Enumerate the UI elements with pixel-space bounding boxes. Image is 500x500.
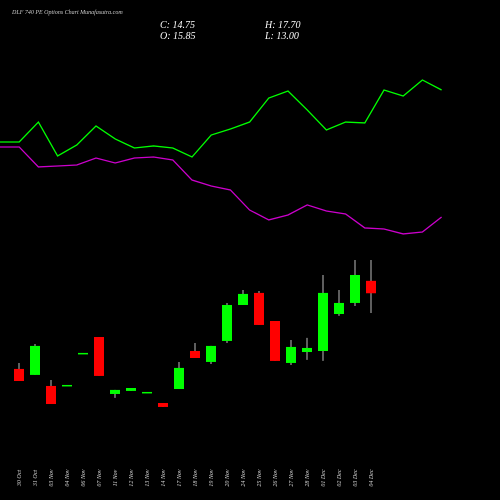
x-tick-label: 17 Nov: [177, 469, 183, 487]
x-tick-label: 13 Nov: [145, 469, 151, 487]
candle-body: [46, 385, 56, 405]
candle-body: [350, 274, 360, 303]
x-tick-label: 03 Dec: [353, 469, 359, 486]
candle-body: [62, 384, 72, 387]
candle-body: [366, 280, 376, 294]
x-tick-label: 19 Nov: [209, 469, 215, 487]
x-tick-label: 04 Nov: [64, 469, 71, 487]
candle-body: [94, 337, 104, 376]
high-label: H: 17.70: [264, 20, 301, 31]
candle-body: [78, 352, 88, 355]
x-tick-label: 11 Nov: [113, 469, 119, 486]
candle-body: [222, 304, 232, 341]
x-tick-label: 14 Nov: [160, 469, 167, 487]
x-tick-label: 18 Nov: [193, 469, 199, 487]
x-tick-label: 03 Nov: [49, 469, 55, 487]
x-tick-label: 02 Dec: [337, 469, 343, 486]
x-tick-label: 07 Nov: [97, 469, 103, 487]
candle-body: [30, 345, 40, 375]
candle-body: [206, 345, 216, 362]
candle-body: [110, 389, 120, 394]
x-tick-label: 28 Nov: [305, 469, 311, 487]
x-tick-label: 24 Nov: [240, 469, 247, 487]
x-tick-label: 06 Nov: [81, 469, 87, 487]
open-label: O: 15.85: [160, 31, 196, 42]
candle-body: [174, 367, 184, 390]
x-tick-label: 12 Nov: [129, 469, 135, 487]
candle-body: [190, 351, 200, 358]
candle-body: [270, 321, 280, 361]
x-tick-label: 26 Nov: [273, 469, 279, 487]
chart-title: DLF 740 PE Options Chart Munafasutra.com: [11, 9, 123, 16]
candle-body: [302, 347, 312, 353]
candle-body: [126, 387, 136, 391]
candle-body: [334, 302, 344, 315]
candle-body: [254, 292, 264, 325]
indicator-line: [0, 79, 442, 158]
indicator-line: [0, 146, 443, 235]
x-tick-label: 30 Oct: [17, 470, 23, 487]
close-label: C: 14.75: [160, 20, 195, 31]
candle-body: [14, 368, 24, 382]
x-tick-label: 31 Oct: [33, 470, 39, 487]
low-label: L: 13.00: [264, 31, 299, 42]
candle-body: [142, 391, 152, 394]
candle-body: [238, 293, 248, 305]
x-tick-label: 25 Nov: [257, 469, 263, 487]
candle-body: [318, 292, 328, 352]
x-tick-label: 20 Nov: [225, 469, 231, 487]
candle-body: [158, 403, 168, 407]
x-tick-label: 27 Nov: [289, 469, 295, 487]
x-tick-label: 01 Dec: [321, 469, 327, 486]
candle-body: [286, 346, 296, 363]
x-tick-label: 04 Dec: [368, 469, 375, 486]
